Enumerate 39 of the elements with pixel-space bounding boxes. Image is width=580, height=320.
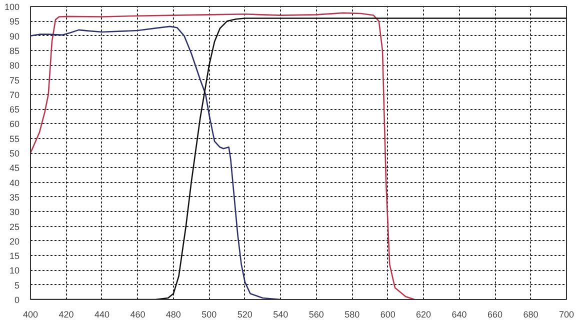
- x-tick-label: 640: [452, 310, 467, 320]
- y-tick-label: 75: [9, 75, 20, 86]
- y-tick-label: 65: [9, 104, 20, 115]
- y-tick-label: 30: [9, 207, 20, 218]
- y-tick-label: 85: [9, 46, 20, 56]
- x-tick-label: 520: [237, 310, 252, 320]
- y-tick-label: 95: [9, 16, 20, 27]
- x-tick-label: 420: [58, 310, 74, 320]
- x-tick-label: 540: [273, 310, 288, 320]
- line-series: [30, 12, 416, 300]
- x-tick-label: 460: [130, 310, 146, 320]
- y-tick-label: 35: [9, 192, 20, 202]
- x-tick-label: 660: [488, 310, 503, 320]
- y-tick-label: 50: [9, 148, 20, 158]
- x-tick-label: 680: [523, 310, 538, 320]
- y-tick-label: 5: [14, 280, 20, 290]
- x-tick-label: 400: [22, 310, 38, 320]
- y-tick-label: 45: [9, 163, 20, 174]
- x-tick-label: 480: [166, 310, 181, 320]
- y-tick-label: 10: [9, 266, 20, 276]
- y-tick-label: 90: [9, 31, 20, 42]
- x-tick-label: 580: [344, 310, 360, 320]
- line-series: [30, 26, 282, 300]
- y-tick-label: 80: [9, 60, 20, 71]
- x-tick-label: 500: [202, 310, 217, 320]
- y-tick-label: 25: [9, 222, 20, 232]
- y-tick-label: 60: [9, 119, 20, 130]
- y-tick-label: 70: [9, 90, 20, 100]
- x-tick-label: 600: [380, 310, 396, 320]
- x-tick-label: 560: [308, 310, 324, 320]
- y-tick-label: 100: [4, 2, 20, 12]
- y-tick-label: 20: [9, 236, 20, 246]
- y-tick-label: 15: [9, 251, 20, 262]
- x-tick-label: 440: [94, 310, 110, 320]
- y-tick-label: 0: [14, 295, 20, 305]
- x-tick-label: 700: [558, 310, 574, 320]
- y-tick-label: 55: [9, 134, 20, 144]
- x-tick-label: 620: [416, 310, 432, 320]
- y-tick-label: 40: [9, 178, 20, 188]
